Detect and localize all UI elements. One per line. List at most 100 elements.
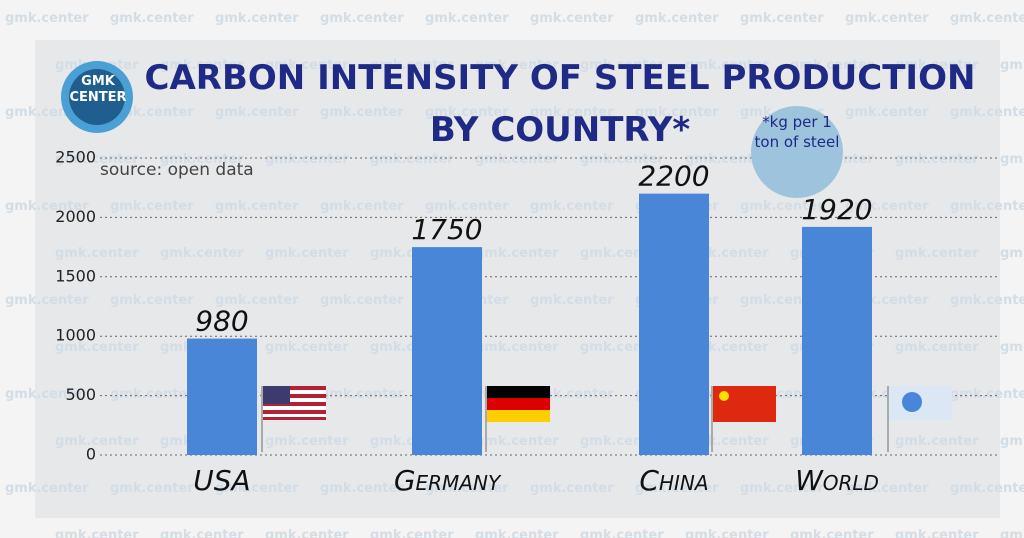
watermark: gmk.center <box>790 58 874 73</box>
watermark: gmk.center <box>110 11 194 26</box>
watermark: gmk.center <box>685 152 769 167</box>
watermark: gmk.center <box>950 11 1024 26</box>
x-tick-label: China <box>639 464 708 497</box>
bar <box>639 193 709 455</box>
watermark: gmk.center <box>685 58 769 73</box>
bar <box>187 338 257 455</box>
watermark: gmk.center <box>55 246 139 261</box>
x-tick-label: World <box>795 464 879 497</box>
x-tick-label: Germany <box>394 464 502 497</box>
watermark: gmk.center <box>215 11 299 26</box>
watermark: gmk.center <box>320 199 404 214</box>
watermark: gmk.center <box>5 387 89 402</box>
watermark: gmk.center <box>5 481 89 496</box>
bar <box>412 247 482 455</box>
logo-inner <box>69 69 125 125</box>
watermark: gmk.center <box>110 105 194 120</box>
watermark: gmk.center <box>950 293 1024 308</box>
watermark: gmk.center <box>425 481 509 496</box>
watermark: gmk.center <box>950 199 1024 214</box>
watermark: gmk.center <box>320 11 404 26</box>
watermark: gmk.center <box>530 481 614 496</box>
watermark: gmk.center <box>530 11 614 26</box>
watermark: gmk.center <box>215 105 299 120</box>
watermark: gmk.center <box>950 481 1024 496</box>
watermark: gmk.center <box>895 434 979 449</box>
watermark: gmk.center <box>845 105 929 120</box>
watermark: gmk.center <box>5 199 89 214</box>
watermark: gmk.center <box>110 387 194 402</box>
watermark: gmk.center <box>55 152 139 167</box>
watermark: gmk.center <box>370 152 454 167</box>
watermark: gmk.center <box>475 152 559 167</box>
watermark: gmk.center <box>530 293 614 308</box>
watermark: gmk.center <box>265 246 349 261</box>
watermark: gmk.center <box>475 528 559 538</box>
watermark: gmk.center <box>320 481 404 496</box>
watermark: gmk.center <box>580 152 664 167</box>
source: source: open data <box>100 160 254 180</box>
watermark: gmk.center <box>265 152 349 167</box>
watermark: gmk.center <box>215 199 299 214</box>
watermark: gmk.center <box>110 199 194 214</box>
x-tick-label: USA <box>193 464 250 497</box>
logo-text: GMK CENTER <box>69 74 127 105</box>
watermark: gmk.center <box>160 152 244 167</box>
value-label: 1750 <box>411 213 482 246</box>
watermark: gmk.center <box>160 58 244 73</box>
y-tick-label: 2000 <box>55 207 96 226</box>
watermark: gmk.center <box>790 528 874 538</box>
watermark: gmk.center <box>425 199 509 214</box>
y-tick-label: 0 <box>86 445 96 464</box>
watermark: gmk.center <box>215 481 299 496</box>
watermark: gmk.center <box>265 434 349 449</box>
note: *kg per 1 ton of steel <box>754 113 840 151</box>
watermark: gmk.center <box>950 105 1024 120</box>
watermark: gmk.center <box>1000 58 1024 73</box>
watermark: gmk.center <box>1000 246 1024 261</box>
chart-title: CARBON INTENSITY OF STEEL PRODUCTION BY … <box>144 58 976 150</box>
watermark: gmk.center <box>475 434 559 449</box>
watermark: gmk.center <box>55 340 139 355</box>
watermark: gmk.center <box>530 387 614 402</box>
watermark: gmk.center <box>110 293 194 308</box>
watermark: gmk.center <box>370 528 454 538</box>
watermark: gmk.center <box>55 528 139 538</box>
watermark: gmk.center <box>425 105 509 120</box>
watermark: gmk.center <box>580 58 664 73</box>
watermark: gmk.center <box>740 481 824 496</box>
watermark: gmk.center <box>110 481 194 496</box>
watermark: gmk.center <box>55 434 139 449</box>
note-circle <box>751 106 843 198</box>
flag-germany <box>485 386 550 452</box>
watermark: gmk.center <box>370 58 454 73</box>
watermark: gmk.center <box>950 387 1024 402</box>
watermark: gmk.center <box>895 340 979 355</box>
watermark: gmk.center <box>580 528 664 538</box>
watermark: gmk.center <box>685 528 769 538</box>
watermark: gmk.center <box>320 387 404 402</box>
watermark: gmk.center <box>635 105 719 120</box>
watermark: gmk.center <box>895 152 979 167</box>
value-label: 980 <box>195 305 248 338</box>
watermark: gmk.center <box>215 293 299 308</box>
watermark: gmk.center <box>895 246 979 261</box>
watermark: gmk.center <box>895 528 979 538</box>
value-label: 1920 <box>801 193 872 226</box>
watermark: gmk.center <box>1000 340 1024 355</box>
watermark: gmk.center <box>1000 152 1024 167</box>
value-label: 2200 <box>638 160 709 193</box>
watermark: gmk.center <box>475 246 559 261</box>
watermark: gmk.center <box>425 11 509 26</box>
watermark: gmk.center <box>320 105 404 120</box>
watermark: gmk.center <box>160 246 244 261</box>
bars: 980 USA 1750 Germany 2200 China 1920 World <box>187 160 879 497</box>
watermark: gmk.center <box>265 528 349 538</box>
y-tick-label: 1000 <box>55 326 96 345</box>
watermark: gmk.center <box>530 105 614 120</box>
flag-world <box>887 386 952 452</box>
watermark: gmk.center <box>475 340 559 355</box>
watermark: gmk.center <box>845 481 929 496</box>
flag-usa <box>261 386 326 452</box>
